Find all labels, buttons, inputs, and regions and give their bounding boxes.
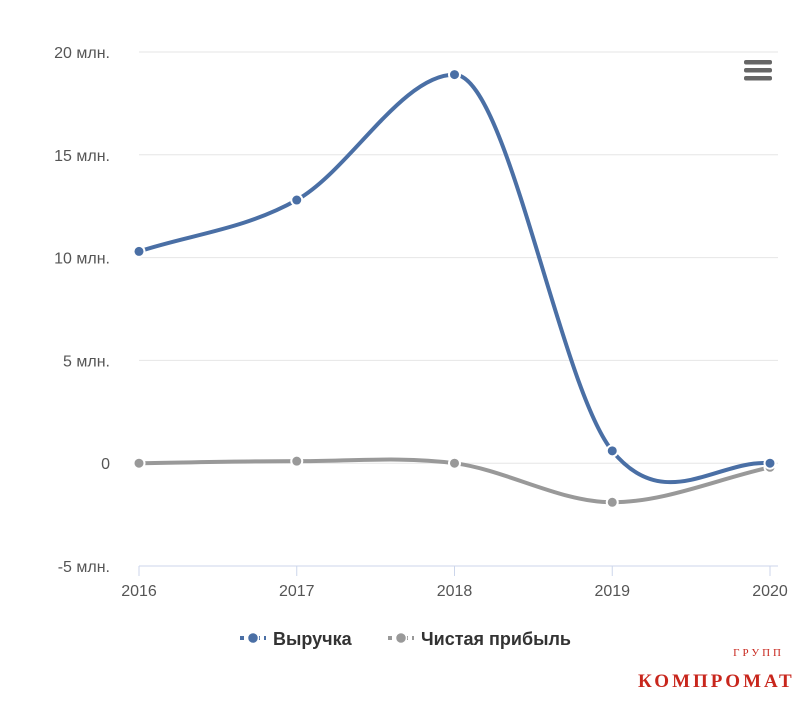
menu-bar (744, 68, 772, 73)
legend-label: Выручка (273, 629, 353, 649)
chart-menu-button[interactable] (744, 58, 772, 82)
y-tick-label: 5 млн. (63, 353, 110, 370)
x-tick-label: 2020 (752, 583, 788, 600)
legend-item[interactable]: Выручка (240, 629, 353, 649)
watermark-logo: ГРУПП КОМПРОМАТ (638, 645, 792, 693)
y-tick-label: 0 (101, 456, 110, 473)
series-line (137, 72, 772, 485)
y-tick-label: 15 млн. (54, 148, 110, 165)
data-point (290, 454, 304, 468)
data-point (132, 456, 146, 470)
y-tick-label: 10 млн. (54, 251, 110, 268)
data-point (605, 444, 619, 458)
legend-label: Чистая прибыль (421, 629, 571, 649)
data-point (763, 456, 777, 470)
grid-lines (139, 51, 778, 567)
x-axis: 2016 2017 2018 2019 2020 (121, 565, 788, 600)
data-point (448, 68, 461, 82)
x-tick-label: 2017 (279, 583, 315, 600)
menu-bar (744, 76, 772, 81)
y-tick-label: 20 млн. (54, 45, 110, 62)
watermark-main: КОМПРОМАТ (638, 671, 795, 692)
y-tick-label: -5 млн. (58, 559, 110, 576)
x-tick-label: 2018 (437, 583, 473, 600)
data-point (448, 456, 461, 470)
y-axis-ticks: 20 млн. 15 млн. 10 млн. 5 млн. 0 -5 млн. (54, 45, 110, 576)
x-tick-label: 2016 (121, 583, 157, 600)
menu-bar (744, 60, 772, 65)
data-point (605, 495, 619, 509)
legend-item[interactable]: Чистая прибыль (388, 629, 571, 649)
legend: Выручка Чистая прибыль (240, 629, 571, 649)
data-point (290, 193, 304, 207)
data-point (132, 244, 146, 258)
legend-swatch-point (394, 631, 408, 645)
data-points (132, 68, 777, 509)
legend-swatch-point (246, 631, 260, 645)
watermark-sub: ГРУПП (733, 647, 784, 659)
x-tick-label: 2019 (594, 583, 630, 600)
series-lines (137, 72, 772, 505)
